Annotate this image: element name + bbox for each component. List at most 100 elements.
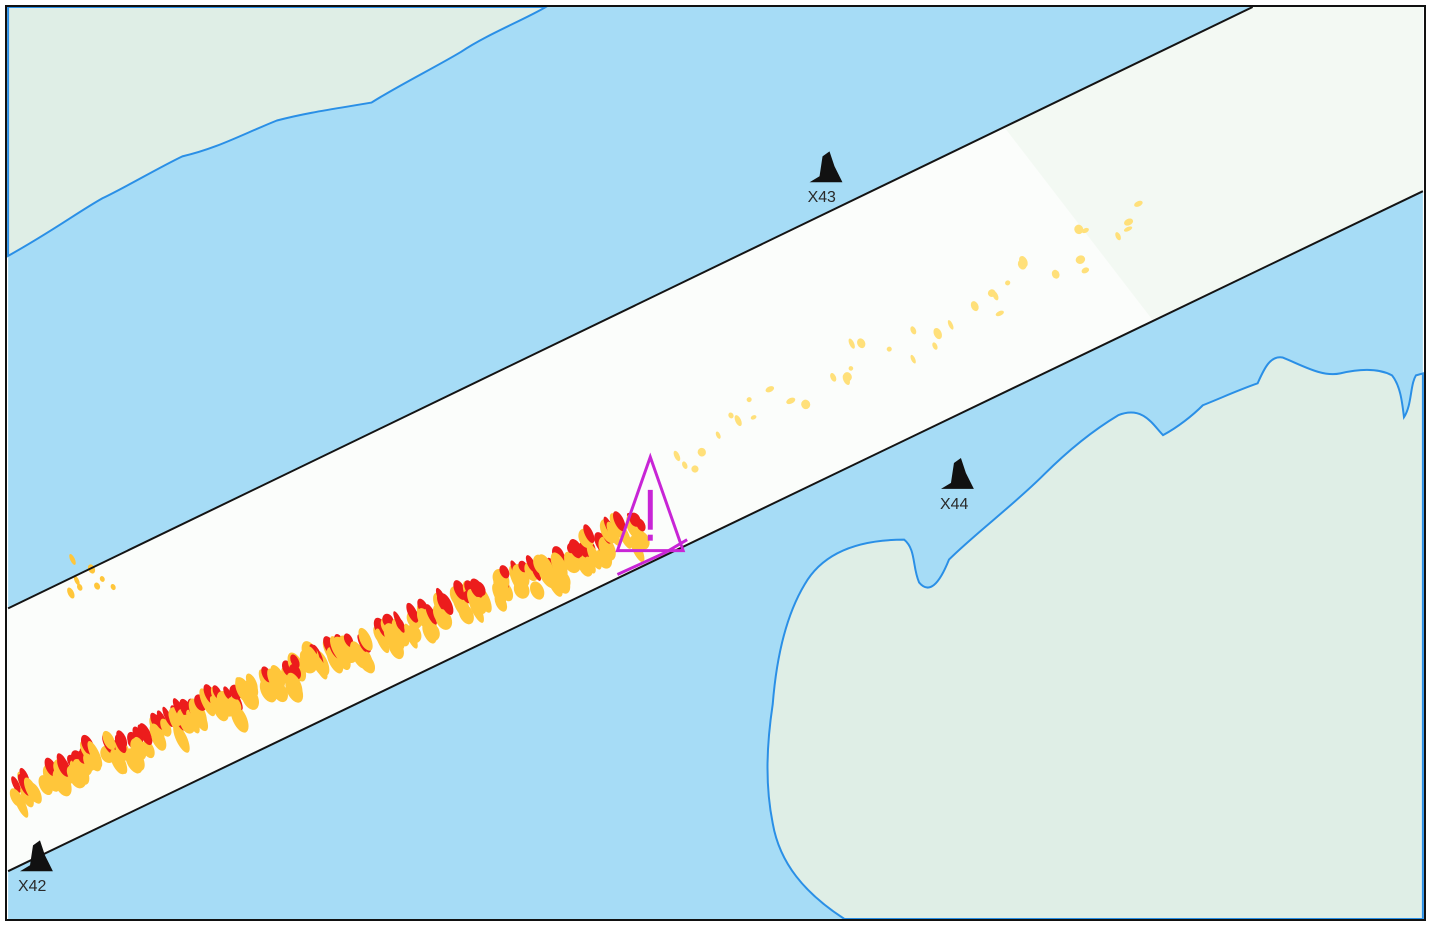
hazard-warning[interactable] — [615, 452, 688, 576]
shoal-mark — [73, 575, 80, 586]
shoal-mark — [673, 450, 681, 462]
shoal-mark — [28, 782, 42, 804]
marker-x42[interactable]: X42 — [18, 840, 53, 895]
shoal-mark — [88, 753, 102, 772]
shoal-mark — [932, 342, 938, 350]
shoal-mark — [173, 724, 190, 753]
shoal-mark — [473, 596, 487, 615]
shoal-mark — [1124, 218, 1134, 226]
shoal-mark — [425, 604, 438, 625]
shoal-mark — [245, 679, 259, 698]
shoal-mark — [160, 718, 172, 736]
map-canvas[interactable]: X43 X44 X42 — [7, 7, 1424, 919]
shoal-mark — [564, 553, 581, 574]
shoal-mark — [583, 524, 595, 543]
shoal-mark — [634, 531, 650, 550]
shoal-mark — [1005, 280, 1011, 286]
shoal-mark — [43, 769, 55, 788]
shoal-area — [9, 200, 1143, 818]
map-view[interactable]: X43 X44 X42 — [5, 5, 1426, 921]
buoy-icon — [20, 840, 53, 872]
marker-label: X42 — [18, 878, 46, 895]
shoal-mark — [439, 593, 454, 615]
land-south-east — [766, 356, 1424, 919]
shoal-mark — [132, 726, 144, 744]
shoal-mark — [469, 578, 484, 598]
shoal-mark — [375, 628, 390, 654]
shoal-mark — [499, 565, 510, 579]
shoal-mark — [1081, 267, 1090, 274]
shoal-mark — [424, 622, 440, 642]
shoal-mark — [137, 724, 147, 739]
shoal-mark — [970, 301, 979, 312]
shoal-mark — [947, 320, 954, 330]
shoal-mark — [843, 372, 852, 382]
shoal-mark — [1019, 256, 1028, 268]
shoal-mark — [765, 386, 775, 393]
shoal-mark — [750, 415, 757, 420]
shoal-mark — [142, 740, 155, 759]
shoal-mark — [1075, 255, 1086, 264]
shoal-mark — [848, 366, 854, 371]
shoal-mark — [406, 602, 419, 623]
shoal-mark — [746, 397, 752, 403]
shoal-mark — [606, 521, 621, 546]
shoal-mark — [223, 686, 232, 700]
shoal-mark — [786, 397, 796, 405]
shoal-mark — [734, 415, 742, 427]
corridor-edge-north — [7, 7, 1254, 610]
buoy-icon — [809, 151, 843, 183]
shoal-mark — [99, 576, 105, 582]
marker-x44[interactable]: X44 — [940, 458, 974, 513]
shoal-mark — [11, 776, 21, 793]
hazard-leader-line — [616, 538, 688, 576]
shoal-mark — [1051, 269, 1060, 279]
shoal-mark — [151, 728, 167, 751]
shoal-mark — [12, 789, 29, 818]
shoal-mark — [801, 399, 811, 410]
shoal-mark — [586, 543, 602, 570]
shoal-mark — [910, 326, 917, 335]
shoal-mark — [110, 749, 126, 775]
shoal-mark — [361, 655, 376, 674]
marker-label: X44 — [940, 496, 968, 513]
shoal-mark — [102, 730, 116, 750]
shoal-mark — [286, 672, 303, 697]
buoy-icon — [941, 458, 974, 489]
shoal-mark — [458, 603, 474, 625]
shoal-mark — [133, 736, 146, 756]
shoal-mark — [857, 338, 866, 349]
shoal-mark — [267, 668, 283, 695]
shoal-mark — [1123, 226, 1133, 232]
corridor-edge-south — [7, 190, 1424, 873]
shoal-mark — [886, 346, 892, 352]
shoal-mark — [682, 461, 688, 469]
shoal-mark — [933, 328, 942, 340]
shoal-mark — [391, 618, 410, 647]
shoal-mark — [313, 655, 328, 680]
shoal-mark — [910, 354, 916, 364]
shoal-mark — [1081, 227, 1089, 234]
shoal-mark — [114, 734, 127, 754]
shoal-mark — [550, 552, 568, 579]
shoal-mark — [715, 431, 721, 439]
shoal-mark — [585, 556, 596, 574]
corridor-tint — [1003, 7, 1423, 321]
shoal-mark — [1074, 224, 1084, 235]
warning-triangle-icon — [615, 452, 686, 553]
shoal-mark — [848, 338, 855, 349]
marker-x43[interactable]: X43 — [808, 151, 843, 206]
shoal-mark — [69, 553, 76, 565]
shoal-mark — [568, 539, 583, 559]
shoal-mark — [395, 618, 405, 631]
shoal-mark — [728, 412, 734, 419]
marker-label: X43 — [808, 189, 836, 206]
shoal-mark — [227, 696, 242, 715]
shoal-mark — [358, 627, 373, 651]
shoal-mark — [992, 291, 999, 301]
shoal-mark — [186, 709, 200, 734]
shoal-mark — [1115, 232, 1121, 241]
shoal-mark — [404, 623, 418, 649]
shoal-mark — [537, 554, 556, 583]
shoal-mark — [389, 630, 405, 651]
